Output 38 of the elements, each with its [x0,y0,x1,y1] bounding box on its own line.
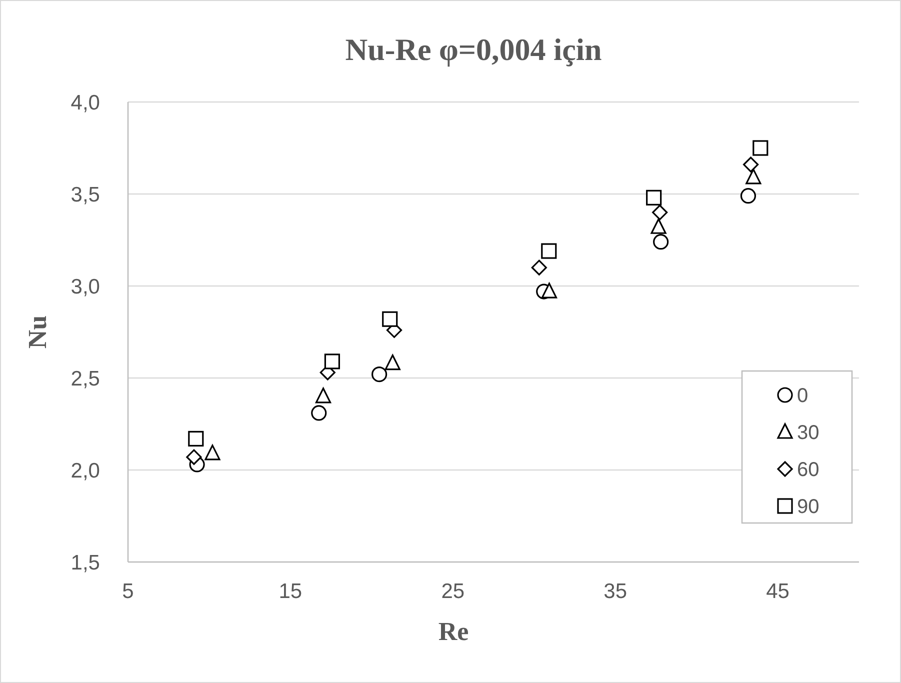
x-tick-label: 25 [441,580,465,603]
point [740,188,756,204]
x-tick-label: 45 [766,580,790,603]
legend-label: 30 [797,422,820,444]
point [531,260,547,276]
point [311,405,327,421]
point [372,366,388,382]
point [186,449,202,465]
point [646,190,662,206]
point [541,243,557,259]
point [324,354,340,370]
x-tick-label: 15 [278,580,302,603]
point [752,140,768,156]
legend-label: 90 [797,496,820,518]
point [653,234,669,250]
point [188,430,204,447]
point [382,311,398,327]
point [541,282,558,298]
point [652,204,668,220]
chart-title: Nu-Re φ=0,004 için [345,32,602,67]
x-tick-label: 5 [122,580,134,603]
legend-label: 60 [797,459,820,481]
legend-label: 0 [797,385,808,407]
point [650,218,666,234]
x-axis-title: Re [438,617,469,646]
point [315,388,332,404]
point [746,168,762,184]
y-tick-label: 4,0 [70,91,100,114]
y-tick-label: 3,5 [70,183,100,206]
y-tick-label: 3,0 [70,275,100,298]
point [743,156,759,172]
x-tick-label: 35 [604,580,628,603]
y-tick-label: 1,5 [70,551,100,574]
point [204,444,220,460]
y-tick-label: 2,0 [70,459,100,482]
y-tick-label: 2,5 [70,367,100,390]
y-axis-title: Nu [23,315,52,349]
point [384,354,400,370]
